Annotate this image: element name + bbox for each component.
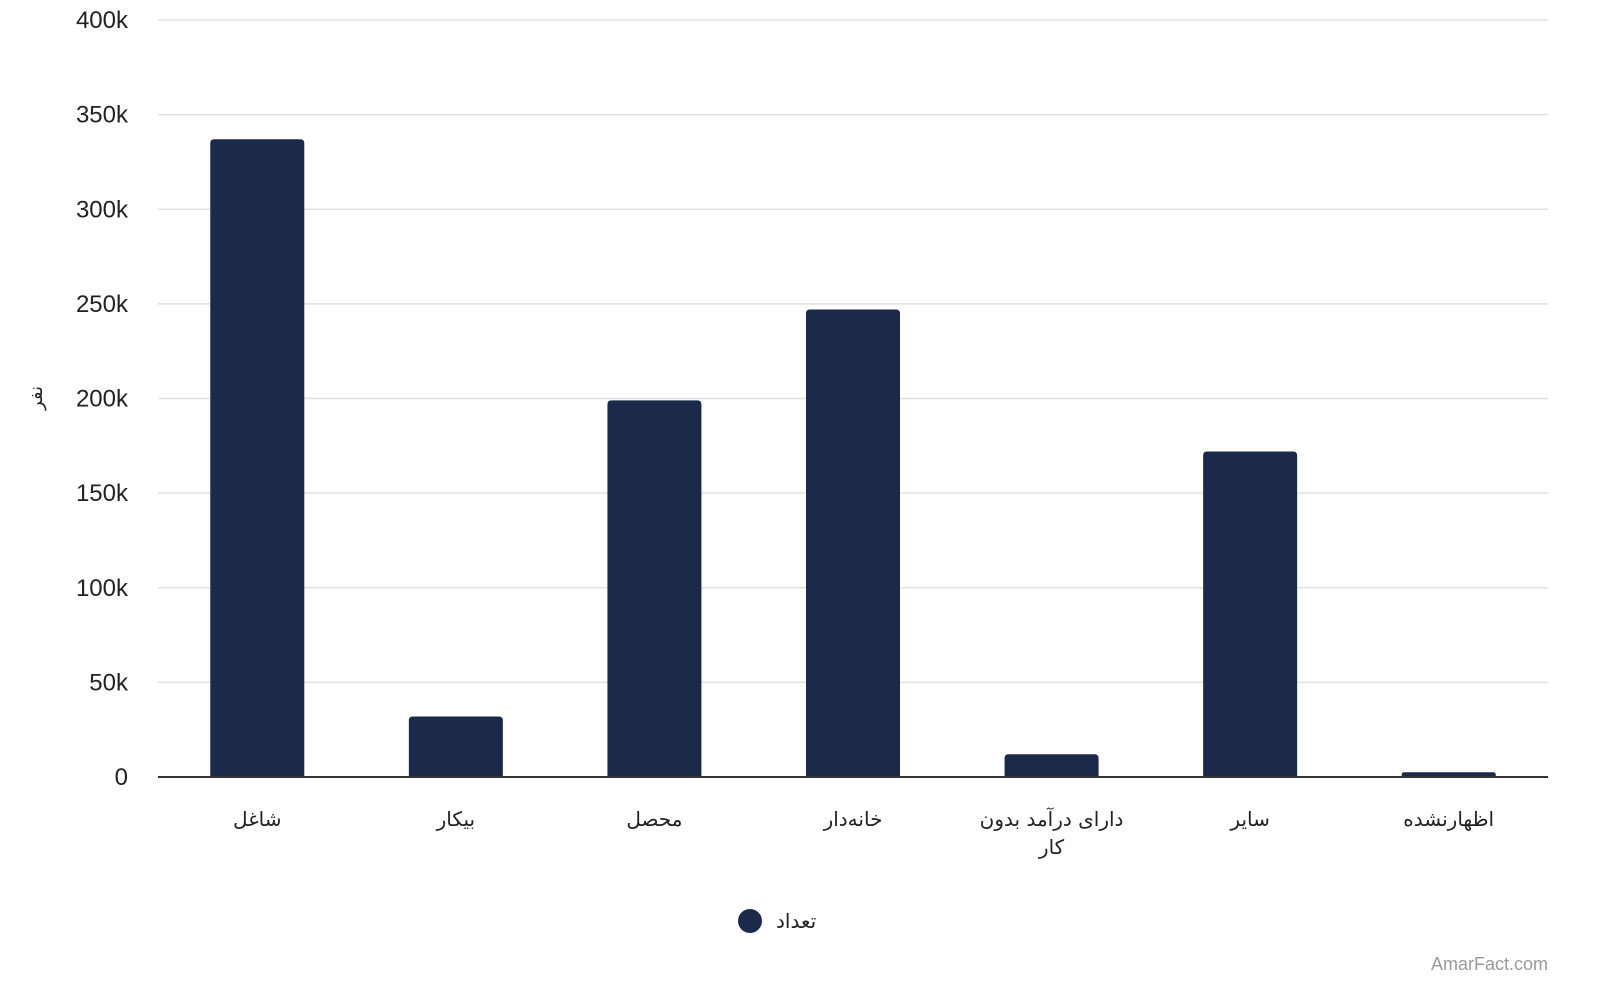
- y-axis-ticks: 0 50k 100k 150k 200k 250k 300k 350k 400k: [76, 7, 129, 791]
- x-tick-label: خانه‌دار: [823, 807, 883, 831]
- y-tick-label: 50k: [89, 669, 129, 696]
- bars: [210, 139, 1496, 778]
- bar[interactable]: [1203, 451, 1298, 777]
- bar[interactable]: [210, 139, 305, 778]
- y-tick-label: 0: [115, 764, 128, 791]
- y-tick-label: 300k: [76, 196, 129, 223]
- bar[interactable]: [1004, 754, 1099, 777]
- legend-label: تعداد: [776, 909, 816, 933]
- legend-marker-icon: [738, 909, 762, 933]
- bar[interactable]: [408, 716, 503, 777]
- x-axis-labels: شاغل بیکار محصل خانه‌دار دارای درآمد بدون کار…: [233, 806, 1494, 859]
- y-tick-label: 100k: [76, 575, 129, 602]
- y-tick-label: 250k: [76, 291, 129, 318]
- x-tick-label: بیکار: [436, 807, 475, 831]
- y-tick-label: 150k: [76, 480, 129, 507]
- x-tick-label: دارای درآمد بدون کار: [980, 806, 1124, 859]
- watermark: AmarFact.com: [1431, 954, 1548, 974]
- bar[interactable]: [1401, 772, 1496, 777]
- y-tick-label: 400k: [76, 7, 129, 34]
- y-tick-label: 350k: [76, 102, 129, 129]
- x-tick-label: اظهارنشده: [1403, 807, 1494, 831]
- bar[interactable]: [607, 400, 702, 777]
- y-tick-label: 200k: [76, 386, 129, 413]
- y-axis-label: نفر: [26, 386, 47, 411]
- x-tick-label: سایر: [1229, 807, 1269, 831]
- x-tick-label: محصل: [626, 807, 682, 831]
- bar[interactable]: [806, 309, 900, 777]
- x-tick-label: شاغل: [233, 807, 281, 831]
- legend[interactable]: تعداد: [738, 909, 816, 933]
